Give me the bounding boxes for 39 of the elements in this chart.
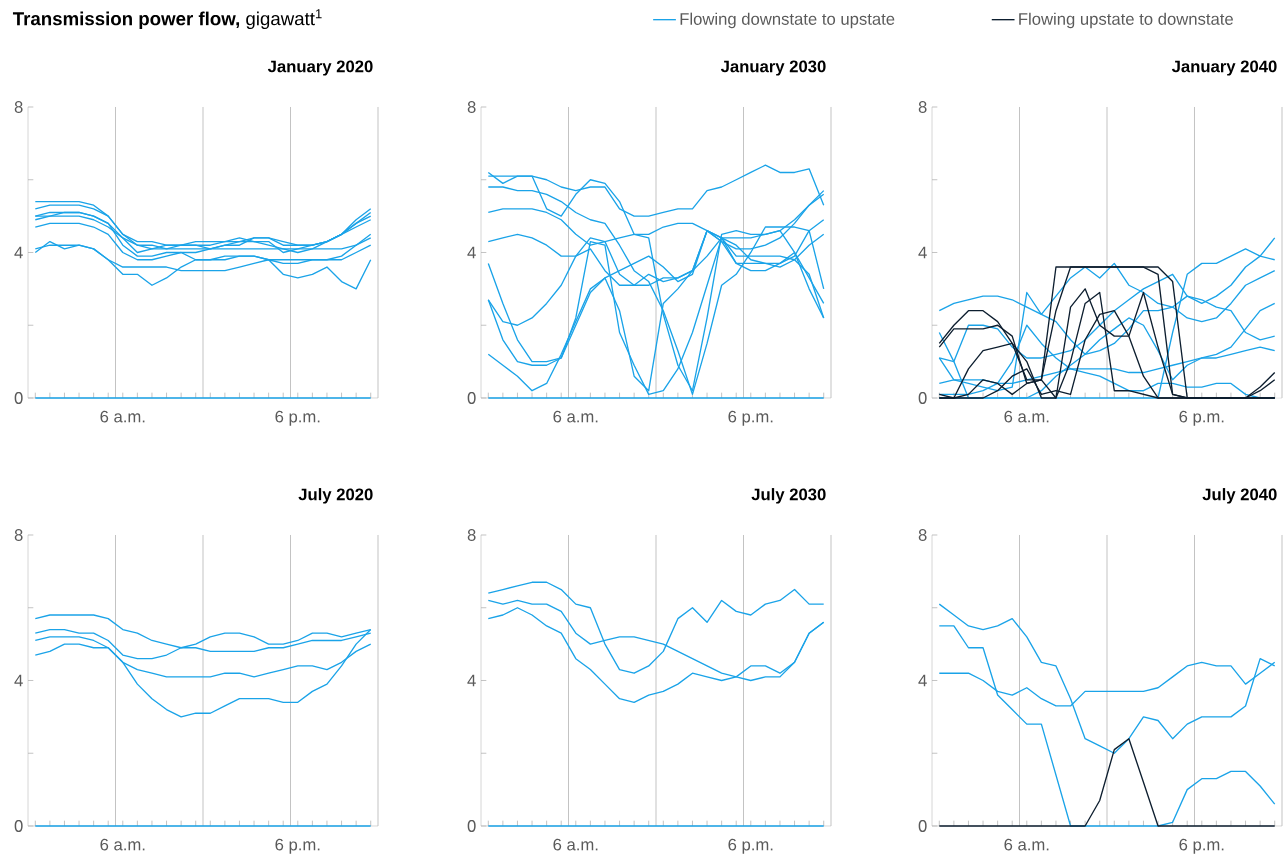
x-tick-label: 6 a.m.: [100, 838, 145, 851]
chart-title: January 2020: [267, 60, 373, 76]
y-tick-label: 8: [467, 101, 476, 113]
text: Transmission power flow, gigawatt$^{1}$: [12, 9, 322, 30]
x-tick-label: 6 a.m.: [553, 410, 598, 423]
y-tick-label: 0: [14, 820, 23, 832]
legend-label: Flowing downstate to upstate: [680, 12, 895, 29]
y-tick-label: 8: [14, 101, 23, 113]
y-tick-label: 8: [467, 529, 476, 541]
y-tick-label: 8: [14, 529, 23, 541]
chart-title: January 2040: [1171, 60, 1277, 76]
chart-title: July 2020: [298, 488, 373, 504]
x-tick-label: 6 a.m.: [1004, 410, 1049, 423]
y-tick-label: 8: [918, 529, 927, 541]
y-tick-label: 4: [918, 246, 927, 259]
chart-title: July 2030: [751, 488, 826, 504]
x-tick-label: 6 a.m.: [100, 410, 145, 423]
x-tick-label: 6 p.m.: [728, 410, 773, 426]
x-tick-label: 6 a.m.: [553, 838, 598, 851]
x-tick-label: 6 p.m.: [728, 838, 773, 854]
y-tick-label: 4: [14, 246, 23, 259]
y-tick-label: 4: [467, 246, 476, 259]
chart-title: July 2040: [1202, 488, 1277, 504]
y-tick-label: 4: [467, 674, 476, 687]
y-tick-label: 0: [918, 820, 927, 832]
y-tick-label: 0: [467, 392, 476, 404]
y-tick-label: 4: [918, 674, 927, 687]
x-tick-label: 6 p.m.: [275, 838, 320, 854]
x-tick-label: 6 p.m.: [275, 410, 320, 426]
y-tick-label: 0: [918, 392, 927, 404]
x-tick-label: 6 p.m.: [1179, 838, 1224, 854]
y-tick-label: 8: [918, 101, 927, 113]
chart-title: January 2030: [720, 60, 826, 76]
x-tick-label: 6 a.m.: [1004, 838, 1049, 851]
y-tick-label: 0: [467, 820, 476, 832]
y-tick-label: 0: [14, 392, 23, 404]
legend-label: Flowing upstate to downstate: [1019, 12, 1233, 29]
x-tick-label: 6 p.m.: [1179, 410, 1224, 426]
y-tick-label: 4: [14, 674, 23, 687]
